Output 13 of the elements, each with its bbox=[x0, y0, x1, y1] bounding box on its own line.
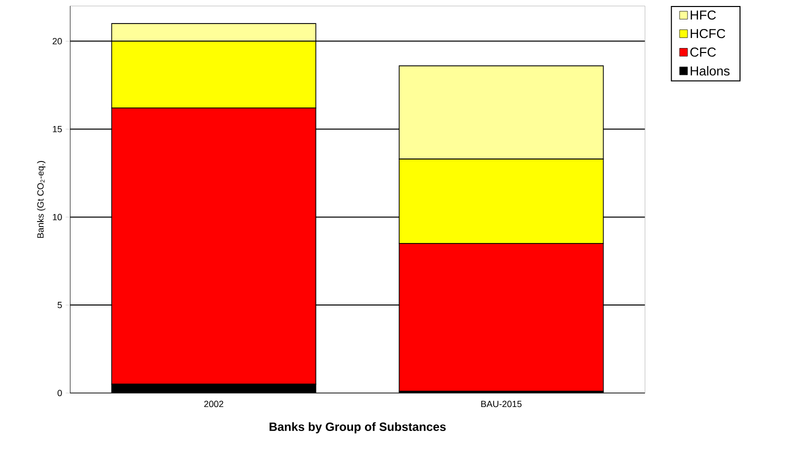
x-tick-label: BAU-2015 bbox=[481, 400, 522, 408]
x-axis-title: Banks by Group of Substances bbox=[270, 422, 446, 434]
y-axis-title: Banks (Gt CO$_{2}$-eq.) bbox=[37, 161, 46, 238]
y-tick-label: 20 bbox=[52, 38, 62, 44]
y-tick-label: 5 bbox=[58, 302, 62, 308]
legend-label: HCFC bbox=[690, 29, 726, 38]
legend-label: HFC bbox=[690, 10, 716, 20]
y-tick-label: 0 bbox=[58, 390, 62, 396]
legend-label: CFC bbox=[690, 48, 716, 57]
y-tick-label: 15 bbox=[52, 126, 62, 132]
x-tick-label: 2002 bbox=[204, 400, 224, 408]
y-tick-label: 10 bbox=[52, 214, 62, 220]
legend-label: Halons bbox=[690, 66, 730, 76]
